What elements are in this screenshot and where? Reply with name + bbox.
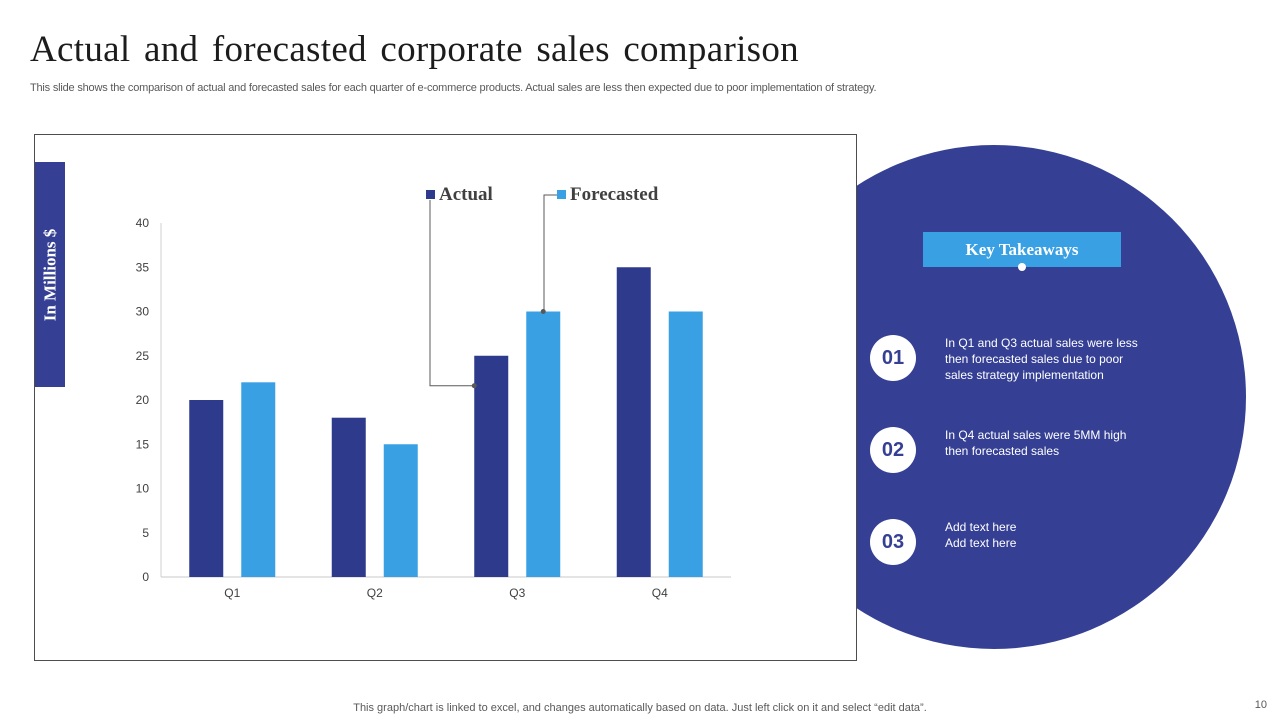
takeaway-number-badge: 03 (870, 519, 916, 565)
connector-dot (1018, 263, 1026, 271)
legend-swatch-forecasted (557, 190, 566, 199)
leader-dot-actual (471, 383, 477, 389)
y-tick-label: 0 (142, 570, 149, 584)
legend-leader-forecasted (543, 194, 557, 312)
bar-forecasted-q3 (526, 311, 561, 577)
y-tick-label: 10 (136, 482, 150, 496)
y-axis-label-box: In Millions $ (35, 162, 65, 387)
takeaway-line: In Q4 actual sales were 5MM high (945, 428, 1127, 442)
y-tick-label: 35 (136, 260, 150, 274)
bar-actual-q1 (189, 400, 224, 577)
leader-dot-forecasted (540, 309, 546, 314)
footer-note: This graph/chart is linked to excel, and… (353, 702, 927, 714)
legend-swatch-actual (426, 190, 435, 199)
bar-actual-q3 (474, 355, 509, 577)
chart-frame[interactable]: 0 5 10 15 20 25 30 35 40 Q1 Q2 Q3 Q4 Actual Forecasted (34, 134, 857, 661)
key-takeaways-heading: Key Takeaways (923, 232, 1121, 267)
takeaway-line: Add text here (945, 536, 1017, 550)
y-tick-label: 30 (136, 305, 150, 319)
y-axis-label: In Millions $ (40, 228, 59, 321)
takeaway-text: Add text here Add text here (945, 519, 1167, 551)
bar-forecasted-q2 (383, 444, 418, 577)
takeaway-text: In Q4 actual sales were 5MM high then fo… (945, 427, 1167, 459)
takeaway-item-3: 03 Add text here Add text here (870, 519, 1167, 565)
bar-forecasted-q4 (668, 311, 703, 577)
x-tick-label: Q3 (509, 586, 525, 600)
takeaway-line: then forecasted sales (945, 444, 1060, 458)
takeaway-item-2: 02 In Q4 actual sales were 5MM high then… (870, 427, 1167, 473)
y-tick-label: 20 (136, 393, 150, 407)
bar-chart: 0 5 10 15 20 25 30 35 40 Q1 Q2 Q3 Q4 Actual Forecasted (136, 184, 731, 600)
y-tick-label: 25 (136, 349, 150, 363)
legend-label-actual: Actual (439, 184, 493, 205)
bar-actual-q2 (331, 417, 366, 577)
legend-leader-actual (429, 200, 475, 387)
slide-title: Actual and forecasted corporate sales co… (30, 29, 799, 70)
takeaway-line: sales strategy implementation (945, 368, 1104, 382)
slide-subtitle: This slide shows the comparison of actua… (30, 82, 877, 94)
takeaway-text: In Q1 and Q3 actual sales were less then… (945, 335, 1167, 383)
x-tick-label: Q2 (367, 586, 383, 600)
legend-label-forecasted: Forecasted (570, 184, 659, 205)
takeaway-number-badge: 02 (870, 427, 916, 473)
takeaway-item-1: 01 In Q1 and Q3 actual sales were less t… (870, 335, 1167, 383)
bar-actual-q4 (616, 267, 651, 577)
y-tick-label: 15 (136, 437, 150, 451)
y-tick-label: 40 (136, 216, 150, 230)
takeaway-line: In Q1 and Q3 actual sales were less (945, 336, 1138, 350)
takeaway-line: then forecasted sales due to poor (945, 352, 1124, 366)
x-tick-label: Q4 (652, 586, 668, 600)
takeaway-line: Add text here (945, 520, 1017, 534)
x-tick-label: Q1 (224, 586, 240, 600)
bar-forecasted-q1 (241, 382, 276, 577)
takeaway-number-badge: 01 (870, 335, 916, 381)
page-number: 10 (1254, 699, 1267, 711)
y-tick-label: 5 (142, 526, 149, 540)
